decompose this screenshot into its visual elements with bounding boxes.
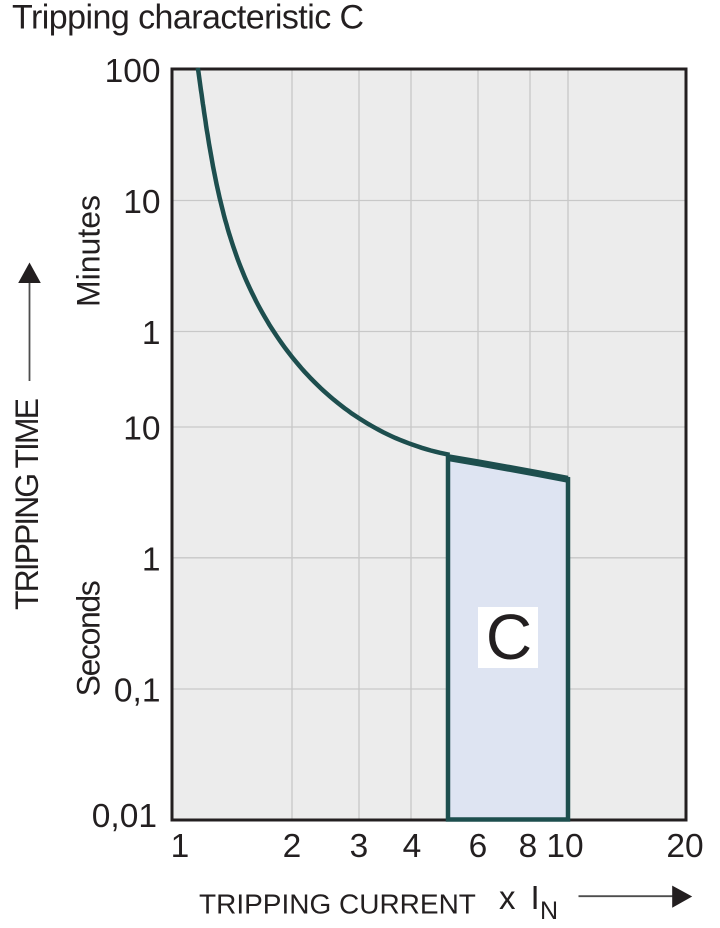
svg-text:10: 10 <box>546 828 583 865</box>
svg-text:Tripping characteristic C: Tripping characteristic C <box>12 0 364 36</box>
svg-text:6: 6 <box>469 828 488 865</box>
svg-text:x: x <box>499 879 516 916</box>
svg-text:Minutes: Minutes <box>71 195 107 307</box>
svg-text:0,01: 0,01 <box>92 798 157 835</box>
svg-text:10: 10 <box>123 410 160 447</box>
svg-text:10: 10 <box>123 184 160 221</box>
svg-text:100: 100 <box>105 53 161 90</box>
svg-text:TRIPPING CURRENT: TRIPPING CURRENT <box>199 889 476 920</box>
svg-text:1: 1 <box>142 315 161 352</box>
svg-text:4: 4 <box>403 828 422 865</box>
svg-text:TRIPPING TIME: TRIPPING TIME <box>9 399 45 610</box>
svg-text:C: C <box>486 601 532 673</box>
svg-text:8: 8 <box>519 828 538 865</box>
svg-text:3: 3 <box>350 828 369 865</box>
svg-text:1: 1 <box>171 828 190 865</box>
svg-text:0,1: 0,1 <box>114 672 161 709</box>
svg-text:1: 1 <box>142 541 161 578</box>
svg-text:Seconds: Seconds <box>71 581 107 696</box>
svg-text:20: 20 <box>666 828 703 865</box>
svg-text:N: N <box>540 897 558 925</box>
svg-text:I: I <box>531 879 540 916</box>
svg-text:2: 2 <box>283 828 302 865</box>
